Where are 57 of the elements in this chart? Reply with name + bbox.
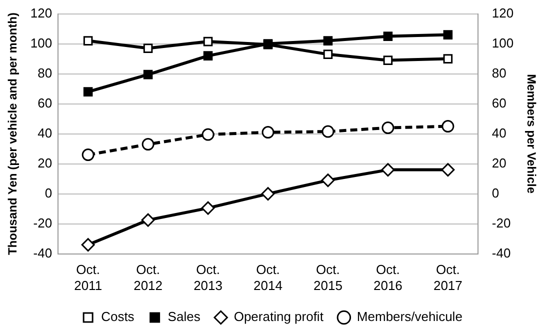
y-tick-label: 40 xyxy=(38,125,52,140)
point xyxy=(83,87,93,96)
y2-tick-label: 80 xyxy=(492,65,506,80)
x-tick-label: Oct. 2014 xyxy=(254,262,282,293)
x-tick-label: Oct. 2012 xyxy=(134,262,163,293)
point xyxy=(203,51,213,60)
x-tick-label: Oct. 2015 xyxy=(314,262,342,293)
point xyxy=(83,36,93,46)
point xyxy=(382,122,394,134)
point xyxy=(443,54,453,64)
y-tick-label: 120 xyxy=(30,5,52,20)
point xyxy=(383,56,393,65)
point xyxy=(82,148,94,162)
y2-tick-label: 20 xyxy=(492,155,506,170)
point xyxy=(381,163,395,177)
y-tick-label: 80 xyxy=(38,65,52,80)
point xyxy=(443,30,453,40)
legend-label: Costs xyxy=(101,309,135,324)
y2-axis-title: Members per Vehicle xyxy=(524,74,538,194)
y2-tick-label: -20 xyxy=(492,215,511,230)
point xyxy=(143,70,153,80)
point xyxy=(262,126,274,139)
x-tick-label: Oct. 2017 xyxy=(433,262,462,293)
point xyxy=(323,36,333,46)
x-tick-label: Oct. 2011 xyxy=(74,262,102,293)
legend-label: Members/vehicule xyxy=(356,309,462,324)
x-tick-label: Oct. 2013 xyxy=(194,262,222,293)
y-tick-label: 60 xyxy=(38,95,52,110)
y-axis-title: Thousand Yen (per vehicle and per month) xyxy=(6,12,20,256)
point xyxy=(322,125,334,138)
point xyxy=(383,32,393,41)
y2-tick-label: 120 xyxy=(492,5,514,20)
y2-tick-label: 40 xyxy=(492,125,506,140)
point xyxy=(261,187,275,201)
y-tick-label: -40 xyxy=(33,245,52,260)
point xyxy=(201,201,215,215)
point xyxy=(202,128,214,141)
point xyxy=(203,36,213,46)
point xyxy=(321,174,335,188)
point xyxy=(142,138,154,151)
y-tick-label: 0 xyxy=(44,185,52,200)
x-tick-label: Oct. 2016 xyxy=(373,262,402,293)
y-tick-label: -20 xyxy=(33,215,52,230)
legend-label: Sales xyxy=(168,309,201,324)
point xyxy=(442,120,454,133)
legend-label: Operating profit xyxy=(234,309,324,324)
y2-tick-label: 0 xyxy=(492,185,500,200)
y-tick-label: 20 xyxy=(38,155,52,170)
point xyxy=(143,44,153,53)
point xyxy=(141,213,155,227)
y2-tick-label: 60 xyxy=(492,95,506,110)
y-tick-label: 100 xyxy=(30,35,52,50)
y2-tick-label: -40 xyxy=(492,245,511,260)
y2-tick-label: 100 xyxy=(492,35,514,50)
point xyxy=(323,50,333,59)
point xyxy=(441,163,455,177)
point xyxy=(81,238,95,252)
